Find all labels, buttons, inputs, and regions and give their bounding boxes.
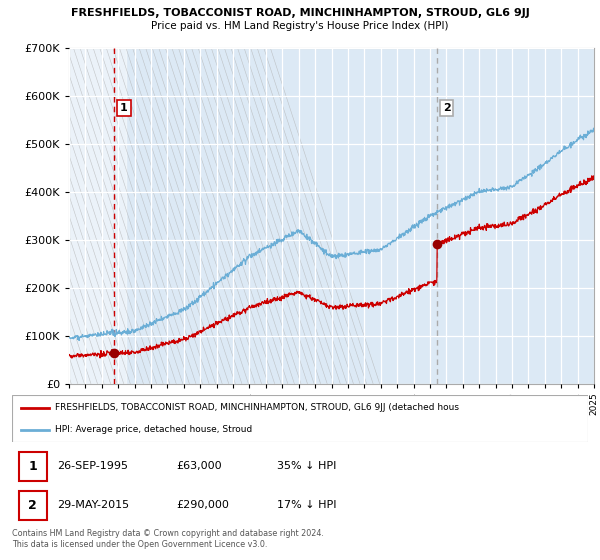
Text: 1: 1 [28, 460, 37, 473]
Text: 35% ↓ HPI: 35% ↓ HPI [277, 461, 337, 471]
Bar [19, 452, 47, 480]
Text: 29-MAY-2015: 29-MAY-2015 [57, 501, 129, 511]
Text: 17% ↓ HPI: 17% ↓ HPI [277, 501, 337, 511]
Text: FRESHFIELDS, TOBACCONIST ROAD, MINCHINHAMPTON, STROUD, GL6 9JJ (detached hous: FRESHFIELDS, TOBACCONIST ROAD, MINCHINHA… [55, 403, 459, 412]
Bar [19, 491, 47, 520]
Text: 26-SEP-1995: 26-SEP-1995 [57, 461, 128, 471]
Text: 1: 1 [120, 103, 128, 113]
Text: 2: 2 [443, 103, 451, 113]
Text: 2: 2 [28, 499, 37, 512]
Text: £63,000: £63,000 [176, 461, 222, 471]
Text: Price paid vs. HM Land Registry's House Price Index (HPI): Price paid vs. HM Land Registry's House … [151, 21, 449, 31]
Text: HPI: Average price, detached house, Stroud: HPI: Average price, detached house, Stro… [55, 425, 253, 434]
Text: Contains HM Land Registry data © Crown copyright and database right 2024.
This d: Contains HM Land Registry data © Crown c… [12, 529, 324, 549]
Text: FRESHFIELDS, TOBACCONIST ROAD, MINCHINHAMPTON, STROUD, GL6 9JJ: FRESHFIELDS, TOBACCONIST ROAD, MINCHINHA… [71, 8, 529, 18]
Text: £290,000: £290,000 [176, 501, 229, 511]
